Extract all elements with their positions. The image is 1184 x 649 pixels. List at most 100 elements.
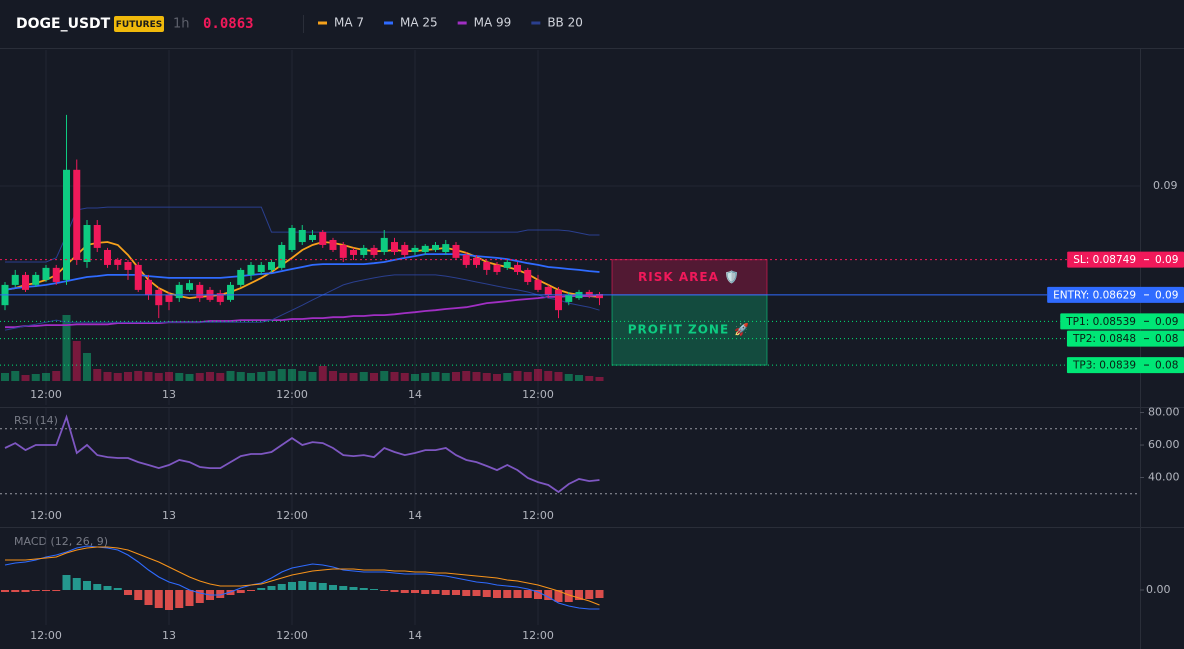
x-tick-label: 12:00 xyxy=(276,629,308,642)
candle-body xyxy=(483,262,491,270)
order-badge xyxy=(1066,330,1184,347)
volume-bar xyxy=(390,372,399,381)
x-tick-label: 12:00 xyxy=(30,509,62,522)
histogram-bar xyxy=(390,590,399,592)
volume-bar xyxy=(431,372,440,381)
candle-body xyxy=(555,289,562,311)
volume-bar xyxy=(1,373,9,381)
candle-body xyxy=(247,264,255,275)
frame xyxy=(0,15,1184,649)
histogram-bar xyxy=(257,588,266,590)
indicator-line xyxy=(4,274,600,331)
histogram-bar xyxy=(11,590,20,592)
rsi-title: RSI (14) xyxy=(14,414,58,427)
volume-bar xyxy=(257,372,266,381)
volume-bar xyxy=(523,372,532,381)
macd-line xyxy=(5,546,600,606)
histogram-bar xyxy=(595,590,604,598)
volume-bar xyxy=(288,369,296,381)
x-tick-label: 12:00 xyxy=(522,509,554,522)
order-badge xyxy=(1067,251,1184,268)
candle-body xyxy=(565,294,573,302)
histogram-bar xyxy=(1,590,9,592)
candle-body xyxy=(401,244,409,255)
histogram-bar xyxy=(267,586,276,590)
volume-bar xyxy=(503,373,512,381)
candle-body xyxy=(32,274,40,285)
volume-bar xyxy=(154,373,163,381)
macd-line xyxy=(4,545,600,610)
volume-bar xyxy=(206,372,214,381)
candle-body xyxy=(52,267,60,282)
x-tick-label: 13 xyxy=(162,388,176,401)
volume-bar xyxy=(216,373,225,381)
volume-bar xyxy=(349,373,358,381)
histogram-bar xyxy=(144,590,153,605)
volume-bar xyxy=(62,315,71,381)
x-tick-label: 12:00 xyxy=(522,388,554,401)
volume-bar xyxy=(493,374,501,381)
volume-bar xyxy=(370,373,378,381)
order-badge xyxy=(1047,286,1184,303)
histogram-bar xyxy=(523,590,532,598)
candle-body xyxy=(104,249,111,265)
order-label: ENTRY: 0.08629 xyxy=(1053,289,1136,301)
badge-bg xyxy=(114,16,164,32)
volume-bar xyxy=(144,372,153,381)
histogram-bar xyxy=(236,590,245,593)
histogram-bar xyxy=(277,584,286,590)
legend-label: BB 20 xyxy=(547,16,583,30)
volume-bar xyxy=(72,341,81,381)
candle-body xyxy=(380,237,388,253)
volume-bar xyxy=(195,373,204,381)
histogram-bar xyxy=(113,588,122,590)
volume-bar xyxy=(236,372,245,381)
volume-bar xyxy=(247,373,255,381)
x-tick-label: 14 xyxy=(408,629,422,642)
indicator-line xyxy=(4,253,600,291)
candle-body xyxy=(596,294,603,299)
volume-bar xyxy=(308,372,317,381)
volume-bar xyxy=(472,372,481,381)
histogram-bar xyxy=(359,588,368,590)
order-axis-label: 0.08 xyxy=(1155,360,1178,372)
histogram-bar xyxy=(52,590,61,591)
volume-bar xyxy=(11,371,20,381)
candle-body xyxy=(298,229,306,243)
volume-bar xyxy=(534,369,542,381)
order-axis-label: 0.09 xyxy=(1155,254,1178,266)
candle-body xyxy=(114,259,122,265)
candle-body xyxy=(155,289,163,306)
volume-bar xyxy=(462,371,471,381)
candle-body xyxy=(391,242,398,253)
candle-body xyxy=(503,262,511,268)
x-tick-label: 12:00 xyxy=(30,388,62,401)
y-tick-label: 80.00 xyxy=(1148,406,1180,419)
histogram-bar xyxy=(564,590,573,602)
volume-bar xyxy=(380,371,389,381)
order-axis-label: 0.09 xyxy=(1155,289,1178,301)
volume-bar xyxy=(124,372,132,381)
candle-body xyxy=(309,234,316,240)
volume-bar xyxy=(544,371,553,381)
histogram-bar xyxy=(400,590,409,593)
volume-bar xyxy=(595,377,604,381)
candle-body xyxy=(165,294,173,302)
histogram-bar xyxy=(62,575,71,590)
x-tick-label: 12:00 xyxy=(30,629,62,642)
volume-bar xyxy=(400,373,409,381)
candle-body xyxy=(493,264,501,272)
legend-label: MA 99 xyxy=(474,16,512,30)
volume-bar xyxy=(411,374,419,381)
x-tick-label: 12:00 xyxy=(276,388,308,401)
volume-bar xyxy=(421,373,430,381)
histogram-bar xyxy=(93,584,102,590)
histogram-bar xyxy=(308,582,317,590)
histogram-bar xyxy=(411,590,419,593)
volume-bar xyxy=(482,373,491,381)
x-tick-label: 12:00 xyxy=(522,629,554,642)
x-tick-label: 14 xyxy=(408,388,422,401)
volume-bar xyxy=(298,371,307,381)
candle-body xyxy=(432,244,439,250)
